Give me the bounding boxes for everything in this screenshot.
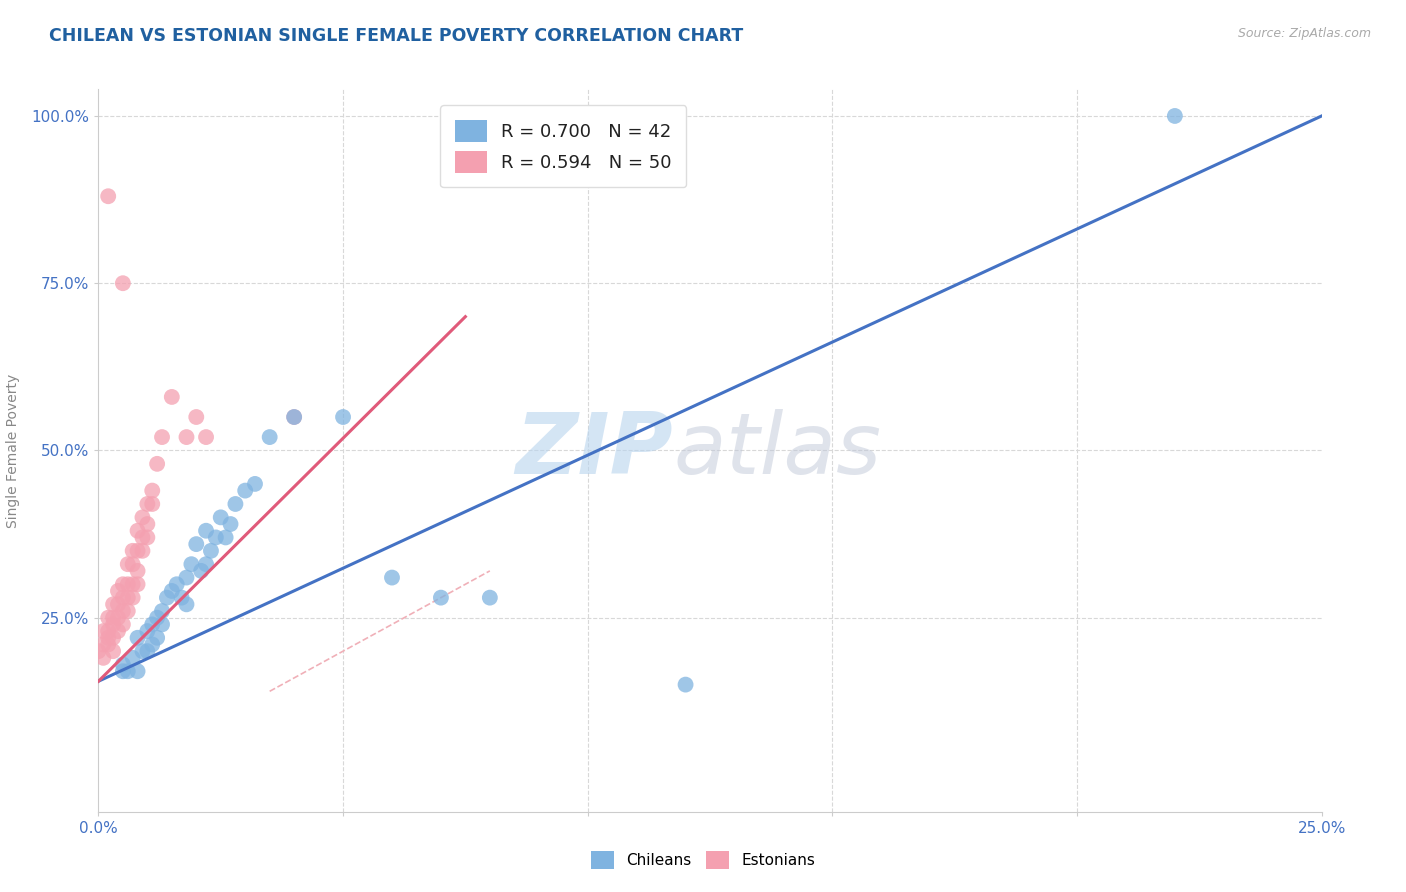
Point xyxy=(117,664,139,679)
Point xyxy=(136,517,159,532)
Point xyxy=(136,624,159,639)
Point xyxy=(186,537,208,551)
Point xyxy=(146,457,169,471)
Point xyxy=(136,530,159,544)
Point xyxy=(150,617,173,632)
Point xyxy=(127,564,149,578)
Point xyxy=(200,544,222,558)
Point xyxy=(233,483,256,498)
Point xyxy=(107,624,129,639)
Point xyxy=(97,189,120,203)
Point xyxy=(111,577,134,591)
Point xyxy=(101,611,124,625)
Point xyxy=(107,598,129,612)
Point xyxy=(111,604,134,618)
Point xyxy=(97,624,120,639)
Point xyxy=(430,591,453,605)
Point xyxy=(195,557,218,572)
Point xyxy=(146,611,169,625)
Point xyxy=(259,430,281,444)
Point xyxy=(111,664,134,679)
Point xyxy=(97,611,120,625)
Point xyxy=(180,557,202,572)
Point xyxy=(91,651,114,665)
Point xyxy=(121,591,143,605)
Point xyxy=(121,544,143,558)
Point xyxy=(111,617,134,632)
Point xyxy=(121,651,143,665)
Point xyxy=(127,631,149,645)
Point xyxy=(150,604,173,618)
Point xyxy=(214,530,236,544)
Point xyxy=(195,430,218,444)
Text: Source: ZipAtlas.com: Source: ZipAtlas.com xyxy=(1237,27,1371,40)
Point xyxy=(190,564,212,578)
Point xyxy=(176,571,198,585)
Text: ZIP: ZIP xyxy=(516,409,673,492)
Point xyxy=(209,510,232,524)
Point xyxy=(150,430,173,444)
Point xyxy=(205,530,228,544)
Point xyxy=(117,604,139,618)
Point xyxy=(195,524,218,538)
Point xyxy=(91,624,114,639)
Point xyxy=(160,584,183,599)
Point xyxy=(117,557,139,572)
Point xyxy=(127,524,149,538)
Y-axis label: Single Female Poverty: Single Female Poverty xyxy=(6,374,20,527)
Point xyxy=(117,577,139,591)
Point xyxy=(170,591,193,605)
Point xyxy=(141,483,163,498)
Point xyxy=(478,591,501,605)
Point xyxy=(141,637,163,651)
Point xyxy=(141,497,163,511)
Point xyxy=(332,410,354,425)
Point xyxy=(176,598,198,612)
Point xyxy=(1164,109,1187,123)
Point xyxy=(111,277,134,291)
Point xyxy=(160,390,183,404)
Point xyxy=(121,557,143,572)
Point xyxy=(101,631,124,645)
Point xyxy=(675,678,697,692)
Point xyxy=(111,657,134,672)
Point xyxy=(219,517,242,532)
Point xyxy=(283,410,305,425)
Point xyxy=(283,410,305,425)
Point xyxy=(131,530,153,544)
Point xyxy=(136,644,159,658)
Point xyxy=(97,631,120,645)
Text: atlas: atlas xyxy=(673,409,882,492)
Point xyxy=(186,410,208,425)
Point xyxy=(243,476,266,491)
Text: CHILEAN VS ESTONIAN SINGLE FEMALE POVERTY CORRELATION CHART: CHILEAN VS ESTONIAN SINGLE FEMALE POVERT… xyxy=(49,27,744,45)
Point xyxy=(101,598,124,612)
Point xyxy=(117,591,139,605)
Point xyxy=(166,577,188,591)
Point xyxy=(121,577,143,591)
Point xyxy=(146,631,169,645)
Point xyxy=(127,544,149,558)
Point xyxy=(141,617,163,632)
Point xyxy=(107,611,129,625)
Legend: Chileans, Estonians: Chileans, Estonians xyxy=(585,845,821,875)
Point xyxy=(111,591,134,605)
Point xyxy=(127,664,149,679)
Point xyxy=(101,644,124,658)
Point xyxy=(176,430,198,444)
Point xyxy=(131,510,153,524)
Point xyxy=(131,544,153,558)
Point xyxy=(127,577,149,591)
Point xyxy=(381,571,404,585)
Point xyxy=(97,637,120,651)
Point xyxy=(107,584,129,599)
Point xyxy=(87,644,110,658)
Point xyxy=(101,617,124,632)
Point xyxy=(156,591,179,605)
Point xyxy=(91,637,114,651)
Point xyxy=(136,497,159,511)
Point xyxy=(131,644,153,658)
Legend: R = 0.700   N = 42, R = 0.594   N = 50: R = 0.700 N = 42, R = 0.594 N = 50 xyxy=(440,105,686,187)
Point xyxy=(224,497,246,511)
